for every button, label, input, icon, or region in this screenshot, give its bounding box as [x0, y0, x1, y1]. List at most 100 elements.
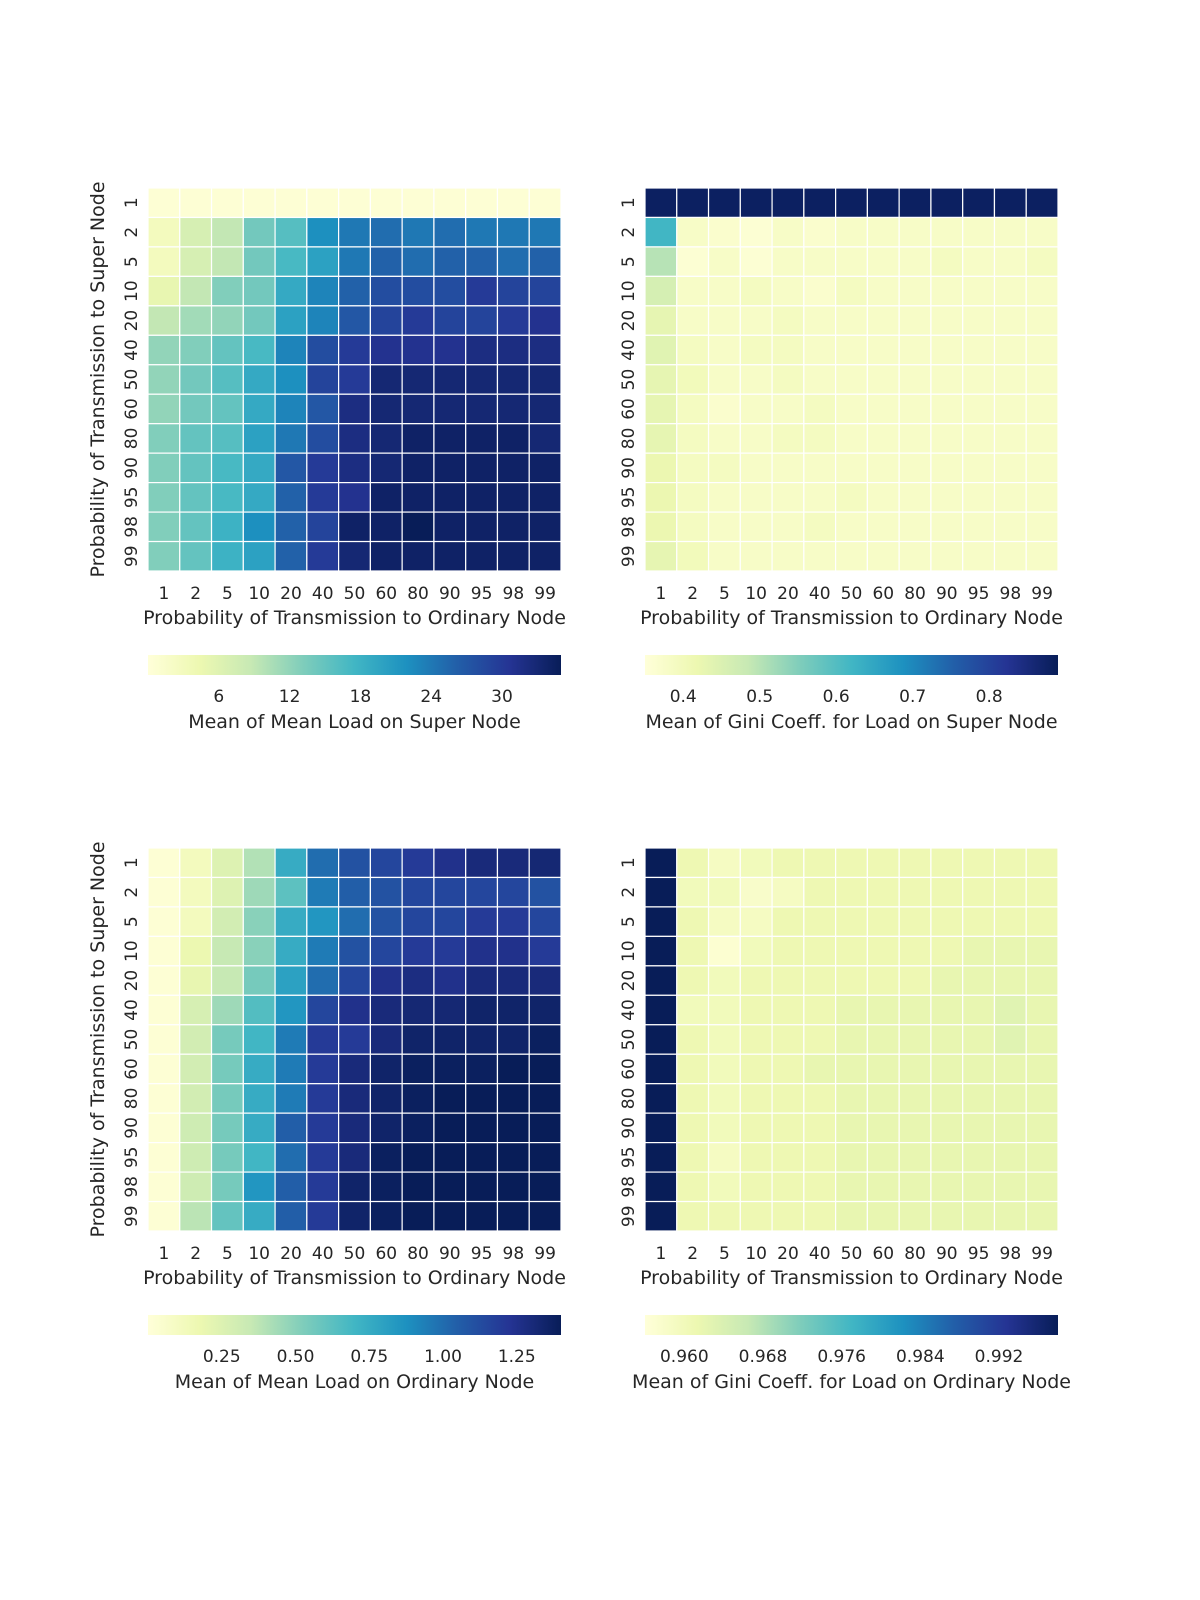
- heatmap-cell: [835, 906, 868, 937]
- heatmap-cell: [338, 305, 371, 336]
- heatmap-cell: [401, 275, 435, 307]
- colorbar-tick-label: 0.4: [670, 687, 697, 707]
- heatmap-cell: [771, 187, 805, 219]
- heatmap-cell: [179, 1112, 213, 1144]
- x-tick-label: 1: [158, 1244, 169, 1264]
- heatmap-cell: [962, 452, 996, 484]
- heatmap-cell: [242, 1200, 276, 1232]
- heatmap-cell: [771, 1142, 805, 1173]
- heatmap-cell: [930, 187, 964, 219]
- heatmap-cell: [147, 216, 181, 248]
- heatmap-cell: [210, 1024, 244, 1055]
- heatmap-cell: [528, 847, 562, 879]
- heatmap-cell: [401, 994, 435, 1026]
- heatmap-cell: [930, 1171, 964, 1203]
- heatmap-cell: [993, 540, 1027, 572]
- heatmap-cell: [1025, 216, 1059, 248]
- y-tick-label: 5: [619, 916, 639, 927]
- heatmap-cell: [771, 511, 805, 543]
- heatmap-cell: [274, 935, 308, 967]
- heatmap-cell: [274, 275, 308, 307]
- heatmap-cell: [771, 994, 805, 1026]
- heatmap-cell: [803, 1142, 837, 1173]
- heatmap-cell: [866, 216, 900, 248]
- heatmap-cell: [930, 246, 964, 277]
- y-tick-label: 95: [122, 487, 142, 509]
- y-tick-label: 10: [122, 940, 142, 962]
- heatmap-cell: [338, 876, 371, 908]
- heatmap-cell: [835, 1142, 868, 1173]
- heatmap-cell: [401, 364, 435, 395]
- x-tick-label: 40: [809, 1244, 831, 1264]
- heatmap-cell: [930, 876, 964, 908]
- heatmap-cell: [369, 1142, 403, 1173]
- heatmap-cell: [338, 216, 371, 248]
- heatmap-cell: [866, 994, 900, 1026]
- y-tick-label: 60: [619, 398, 639, 420]
- heatmap-cell: [242, 1053, 276, 1085]
- heatmap-panel-top-left: 1 2 5 10 20 40 50 60 80 90 95 98 9912510204050608090…: [87, 181, 566, 733]
- heatmap-cell: [496, 965, 530, 996]
- heatmap-cell: [930, 1024, 964, 1055]
- heatmap-cell: [401, 246, 435, 277]
- heatmap-cell: [147, 994, 181, 1026]
- x-tick-label: 99: [1031, 584, 1053, 604]
- heatmap-cell: [739, 305, 773, 336]
- heatmap-cell: [898, 482, 932, 513]
- heatmap-cell: [465, 334, 499, 366]
- heatmap-cell: [898, 1200, 932, 1232]
- heatmap-cell: [528, 511, 562, 543]
- heatmap-cell: [147, 1083, 181, 1114]
- heatmap-cell: [369, 364, 403, 395]
- heatmap-cell: [147, 847, 181, 879]
- heatmap-cell: [835, 216, 868, 248]
- heatmap-cell: [993, 1112, 1027, 1144]
- heatmap-cell: [338, 246, 371, 277]
- y-tick-label: 80: [122, 1088, 142, 1110]
- y-tick-label: 99: [619, 1205, 639, 1227]
- heatmap-cell: [707, 393, 741, 425]
- heatmap-cell: [993, 935, 1027, 967]
- x-tick-label: 5: [222, 1244, 233, 1264]
- heatmap-cell: [803, 452, 837, 484]
- heatmap-cell: [771, 906, 805, 937]
- heatmap-cell: [433, 334, 467, 366]
- heatmap-cell: [1025, 246, 1059, 277]
- heatmap-cell: [528, 876, 562, 908]
- heatmap-cell: [707, 452, 741, 484]
- heatmap-cell: [707, 1142, 741, 1173]
- y-tick-label: 10: [619, 280, 639, 302]
- heatmap-cell: [306, 1024, 340, 1055]
- heatmap-cell: [147, 906, 181, 937]
- heatmap-cell: [369, 334, 403, 366]
- heatmap-cell: [962, 906, 996, 937]
- heatmap-cell: [242, 1112, 276, 1144]
- heatmap-cell: [803, 965, 837, 996]
- heatmap-cell: [835, 994, 868, 1026]
- heatmap-cell: [401, 334, 435, 366]
- heatmap-cell: [771, 246, 805, 277]
- heatmap-cell: [210, 1171, 244, 1203]
- heatmap-cell: [465, 1200, 499, 1232]
- heatmap-cell: [835, 482, 868, 513]
- y-tick-label: 80: [122, 428, 142, 450]
- heatmap-cell: [401, 216, 435, 248]
- heatmap-cell: [401, 876, 435, 908]
- heatmap-cell: [306, 1171, 340, 1203]
- heatmap-cell: [835, 1083, 868, 1114]
- heatmap-cell: [739, 935, 773, 967]
- heatmap-cell: [147, 482, 181, 513]
- colorbar: [148, 1315, 561, 1335]
- heatmap-cell: [962, 393, 996, 425]
- x-tick-label: 5: [719, 584, 730, 604]
- heatmap-cell: [242, 452, 276, 484]
- heatmap-cell: [210, 187, 244, 219]
- heatmap-cell: [465, 423, 499, 454]
- heatmap-cell: [644, 1053, 678, 1085]
- y-tick-label: 1: [619, 197, 639, 208]
- heatmap-cell: [465, 1083, 499, 1114]
- heatmap-cell: [401, 1024, 435, 1055]
- heatmap-cell: [274, 847, 308, 879]
- heatmap-cell: [676, 994, 710, 1026]
- y-tick-label: 90: [619, 457, 639, 479]
